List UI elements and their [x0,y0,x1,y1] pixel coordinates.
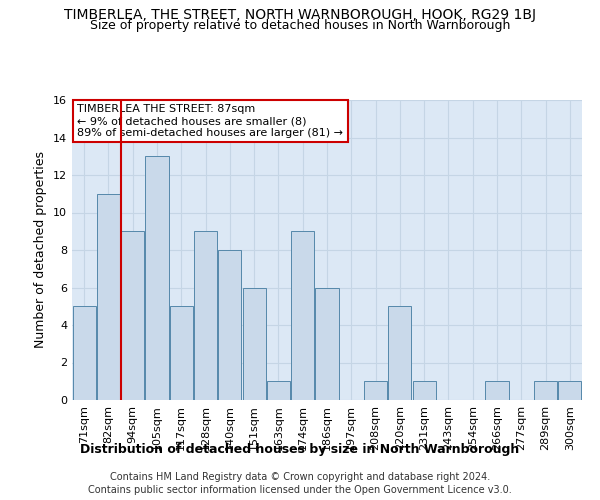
Text: Contains HM Land Registry data © Crown copyright and database right 2024.: Contains HM Land Registry data © Crown c… [110,472,490,482]
Bar [413,381,436,400]
Text: TIMBERLEA THE STREET: 87sqm
← 9% of detached houses are smaller (8)
89% of semi-: TIMBERLEA THE STREET: 87sqm ← 9% of deta… [77,104,343,138]
Bar [364,381,387,400]
Bar [170,306,193,400]
Bar [267,381,290,400]
Bar [73,306,95,400]
Text: Size of property relative to detached houses in North Warnborough: Size of property relative to detached ho… [90,19,510,32]
Bar [242,288,266,400]
Bar [316,288,338,400]
Bar [121,231,144,400]
Text: Contains public sector information licensed under the Open Government Licence v3: Contains public sector information licen… [88,485,512,495]
Bar [534,381,557,400]
Bar [388,306,412,400]
Bar [97,194,120,400]
Y-axis label: Number of detached properties: Number of detached properties [34,152,47,348]
Text: TIMBERLEA, THE STREET, NORTH WARNBOROUGH, HOOK, RG29 1BJ: TIMBERLEA, THE STREET, NORTH WARNBOROUGH… [64,8,536,22]
Bar [291,231,314,400]
Bar [559,381,581,400]
Bar [218,250,241,400]
Text: Distribution of detached houses by size in North Warnborough: Distribution of detached houses by size … [80,442,520,456]
Bar [485,381,509,400]
Bar [145,156,169,400]
Bar [194,231,217,400]
